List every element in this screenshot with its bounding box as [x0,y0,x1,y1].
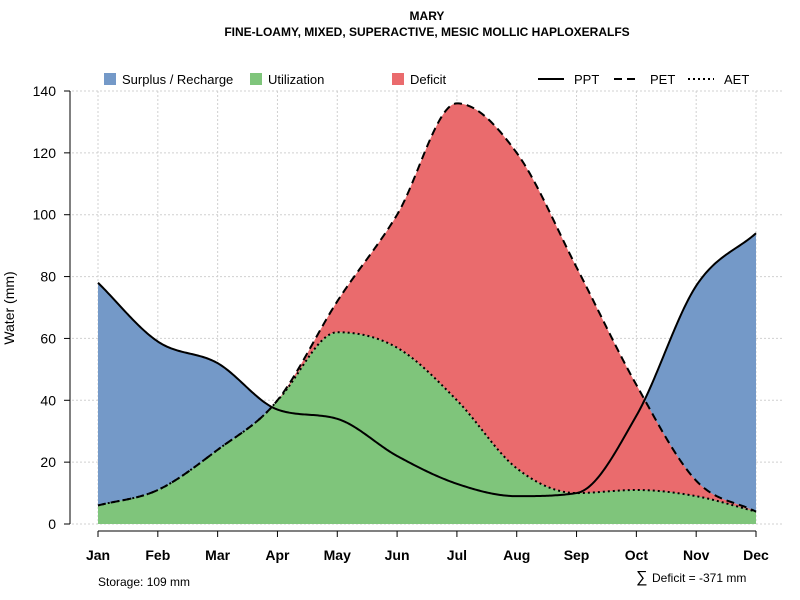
x-tick-label: Nov [683,547,710,563]
x-tick-label: Sep [564,547,590,563]
y-tick-label: 120 [33,145,57,161]
aet-line [97,331,757,513]
y-tick-label: 80 [40,269,56,285]
axes: 0 20 40 60 80 100 120 140 Jan Feb Mar Apr May Jun Jul A… [33,83,769,563]
deficit-note: Deficit = -371 mm [652,571,746,585]
x-tick-label: Mar [205,547,230,563]
legend-label: Surplus / Recharge [122,72,233,87]
y-axis-label: Water (mm) [1,271,17,344]
legend-label: PET [650,72,675,87]
legend-swatch [250,73,262,85]
legend-label: PPT [574,72,599,87]
x-tick-label: May [324,547,351,563]
y-tick-label: 60 [40,330,56,346]
deficit-sum-symbol: ∑ [636,569,647,586]
deficit-area [98,103,756,512]
chart-subtitle: FINE-LOAMY, MIXED, SUPERACTIVE, MESIC MO… [224,25,629,39]
x-tick-label: Oct [625,547,649,563]
x-tick-label: Dec [743,547,769,563]
legend-label: AET [724,72,749,87]
legend-swatch [104,73,116,85]
utilization-area-base [98,407,756,524]
x-tick-label: Aug [503,547,530,563]
y-tick-label: 0 [48,516,56,532]
legend-label: Utilization [268,72,324,87]
y-tick-label: 40 [40,392,56,408]
surplus-area [98,103,756,512]
y-tick-label: 140 [33,83,57,99]
legend-swatch [392,73,404,85]
x-tick-label: Apr [265,547,290,563]
storage-note: Storage: 109 mm [98,575,190,589]
x-tick-label: Jun [385,547,410,563]
x-tick-label: Jul [447,547,467,563]
ppt-line [97,232,757,498]
y-tick-label: 100 [33,207,57,223]
x-tick-label: Jan [86,547,110,563]
legend-label: Deficit [410,72,447,87]
plot-areas [98,103,756,524]
legend: Surplus / Recharge Utilization Deficit PPT P… [104,72,749,87]
chart-title: MARY [410,9,445,23]
x-tick-label: Feb [145,547,170,563]
y-tick-label: 20 [40,454,56,470]
plot-lines [97,102,757,513]
